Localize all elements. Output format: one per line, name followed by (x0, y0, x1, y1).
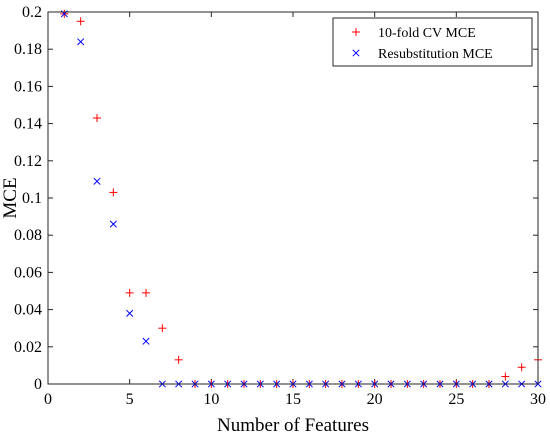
y-tick-label: 0.02 (14, 339, 42, 356)
legend-marker-cv (352, 28, 360, 36)
x-tick-label: 15 (285, 391, 301, 408)
legend-label-cv: 10-fold CV MCE (378, 26, 476, 41)
y-tick-label: 0.06 (14, 264, 42, 281)
axes-frame (47, 11, 539, 385)
cv-mce-point (517, 363, 526, 372)
x-tick-label: 5 (126, 391, 134, 408)
x-tick-label: 10 (203, 391, 219, 408)
y-tick-label: 0.1 (22, 190, 42, 207)
y-tick-label: 0.14 (14, 116, 42, 133)
x-tick-label: 25 (448, 391, 464, 408)
legend: 10-fold CV MCE Resubstitution MCE (332, 17, 533, 67)
y-tick-label: 0.08 (14, 227, 42, 244)
cv-mce-point (109, 188, 118, 197)
legend-label-resub: Resubstitution MCE (378, 47, 493, 62)
y-tick-label: 0.12 (14, 153, 42, 170)
cv-mce-point (93, 114, 101, 123)
resub-mce-point (126, 309, 134, 317)
cv-mce-point (501, 372, 510, 381)
legend-box (332, 17, 533, 67)
axis-ticks: 0 5 10 15 20 25 30 0 0.02 0.04 0.06 0.08 0.1 0.12 0.14… (14, 4, 546, 408)
cv-mce-point (125, 288, 134, 297)
cv-mce-point (76, 17, 85, 26)
legend-marker-resub (352, 49, 360, 57)
cv-mce-point (158, 324, 167, 333)
plot-area (48, 12, 538, 384)
resub-mce-point (77, 38, 85, 46)
resub-mce-point (93, 177, 101, 185)
x-tick-label: 20 (367, 391, 383, 408)
y-tick-label: 0.16 (14, 78, 42, 95)
resub-mce-point (109, 220, 117, 228)
x-axis-label: Number of Features (217, 415, 369, 436)
resub-mce-point (142, 337, 150, 345)
y-tick-label: 0.04 (14, 302, 42, 319)
y-tick-label: 0.2 (22, 4, 42, 21)
cv-mce-point (174, 355, 183, 364)
y-tick-label: 0.18 (14, 41, 42, 58)
cv-mce-point (142, 288, 150, 297)
x-tick-label: 0 (44, 391, 52, 408)
y-tick-label: 0 (34, 376, 42, 393)
y-axis-label: MCE (0, 177, 21, 218)
x-tick-label: 30 (530, 391, 546, 408)
